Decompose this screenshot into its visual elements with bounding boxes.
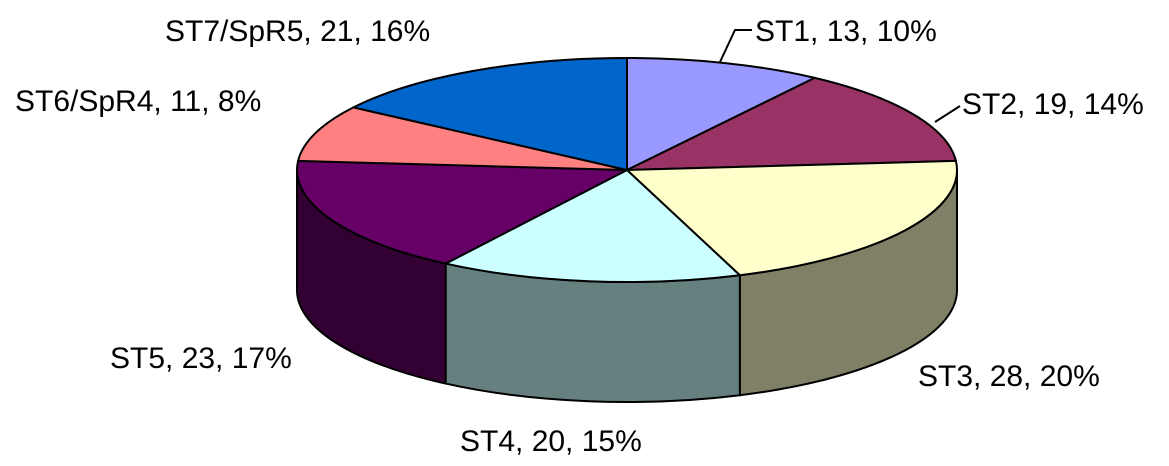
data-label: ST3, 28, 20% xyxy=(918,360,1100,393)
data-label: ST6/SpR4, 11, 8% xyxy=(15,85,261,118)
slice xyxy=(626,76,957,171)
leader-line xyxy=(934,105,961,123)
slice-side xyxy=(444,262,741,403)
slice xyxy=(444,169,741,283)
slice xyxy=(296,159,628,265)
slice xyxy=(352,57,628,171)
slice xyxy=(626,57,816,171)
data-label: ST1, 13, 10% xyxy=(755,15,937,48)
leader-line xyxy=(719,29,752,63)
data-label: ST7/SpR5, 21, 16% xyxy=(165,15,430,48)
data-label: ST2, 19, 14% xyxy=(962,88,1144,121)
slice xyxy=(297,106,628,171)
data-label: ST4, 20, 15% xyxy=(460,425,642,458)
data-label: ST5, 23, 17% xyxy=(110,342,292,375)
